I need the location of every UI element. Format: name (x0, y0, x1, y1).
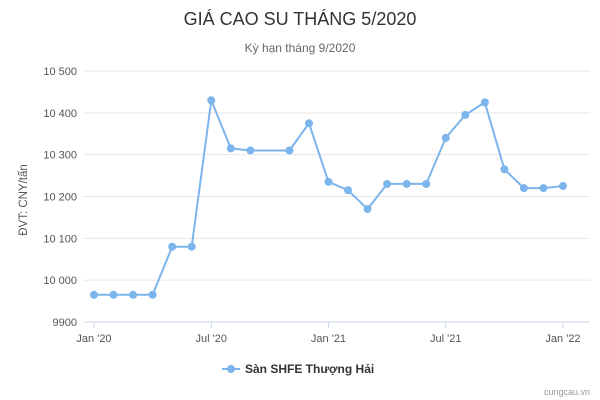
data-point[interactable] (559, 182, 567, 191)
data-point[interactable] (539, 184, 548, 193)
chart-subtitle: Kỳ hạn tháng 9/2020 (245, 41, 356, 55)
data-point[interactable] (90, 290, 98, 299)
x-axis-ticks: Jan '20 Jul '20 Jan '21 Jul '21 Jan '22 (76, 322, 581, 345)
x-tick-label: Jul '21 (430, 333, 461, 345)
gridlines (84, 70, 590, 281)
y-tick-label: 10 100 (43, 233, 77, 245)
y-axis-ticks: 9900 10 000 10 100 10 200 10 300 10 400 10 500 (43, 66, 77, 329)
chart-title: GIÁ CAO SU THÁNG 5/2020 (184, 9, 417, 29)
data-point[interactable] (187, 242, 196, 251)
x-tick-label: Jan '20 (76, 333, 111, 345)
x-tick-label: Jan '22 (545, 333, 580, 345)
data-point[interactable] (480, 98, 489, 107)
series-line (94, 99, 564, 296)
data-point[interactable] (226, 144, 235, 153)
data-point[interactable] (207, 96, 216, 105)
data-point[interactable] (246, 146, 255, 155)
legend-label: Sàn SHFE Thượng Hải (245, 362, 374, 376)
x-tick-label: Jul '20 (196, 333, 227, 345)
y-tick-label: 10 500 (43, 66, 77, 78)
credit-text[interactable]: cungcau.vn (544, 387, 590, 397)
y-tick-label: 10 400 (43, 108, 77, 120)
data-point[interactable] (109, 290, 118, 299)
data-point[interactable] (168, 242, 177, 251)
data-point[interactable] (285, 146, 294, 155)
y-tick-label: 10 200 (43, 192, 77, 204)
y-axis-label: ĐVT: CNY/tấn (18, 164, 30, 236)
data-point[interactable] (344, 186, 353, 195)
data-point[interactable] (422, 179, 431, 188)
data-point[interactable] (519, 184, 528, 193)
y-tick-label: 10 300 (43, 150, 77, 162)
data-point[interactable] (148, 290, 157, 299)
legend-marker (227, 365, 235, 373)
series-group (90, 96, 567, 299)
data-point[interactable] (402, 179, 411, 188)
x-tick-label: Jan '21 (311, 333, 346, 345)
data-point[interactable] (304, 119, 313, 128)
legend[interactable]: Sàn SHFE Thượng Hải (222, 362, 374, 376)
data-point[interactable] (500, 165, 509, 174)
data-point[interactable] (461, 110, 470, 119)
y-tick-label: 10 000 (43, 275, 77, 287)
y-tick-label: 9900 (53, 317, 77, 329)
data-point[interactable] (363, 205, 372, 214)
data-point[interactable] (129, 290, 138, 299)
data-point[interactable] (441, 133, 450, 142)
data-point[interactable] (324, 177, 333, 186)
data-point[interactable] (383, 179, 392, 188)
